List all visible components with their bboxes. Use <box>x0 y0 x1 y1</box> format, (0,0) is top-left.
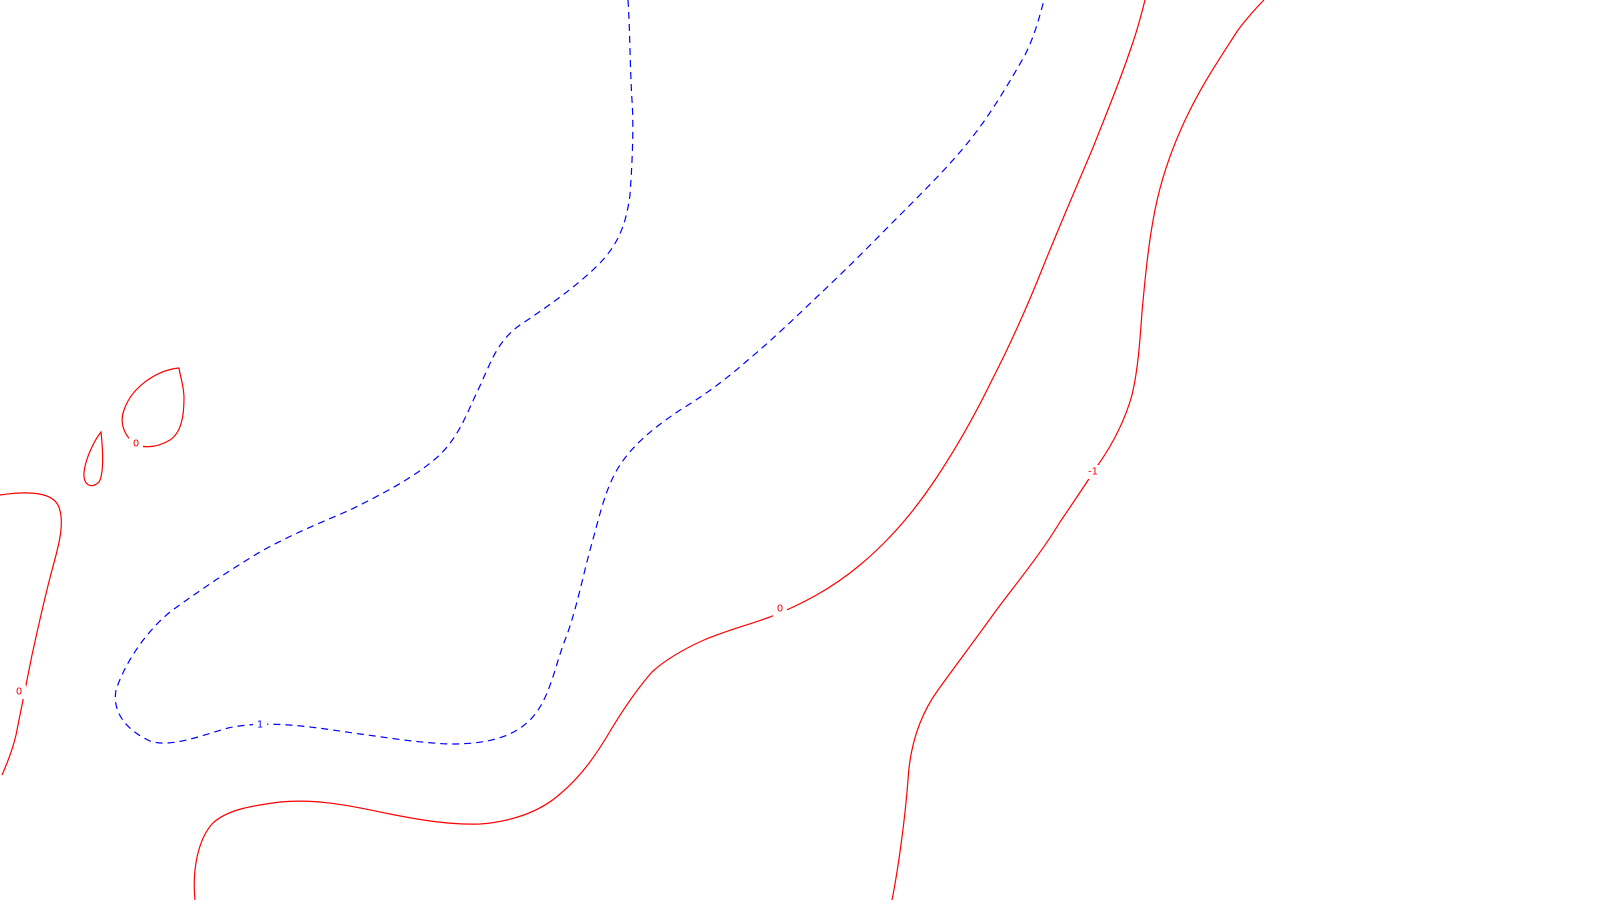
contour-line-red-minus-one <box>891 0 1265 900</box>
contour-label-teardrop-zero: 0 <box>129 437 143 451</box>
contour-label-minus-one: -1 <box>1083 465 1103 479</box>
contour-label-main-zero: 0 <box>773 602 787 616</box>
contour-label-left-zero: 0 <box>12 685 26 699</box>
contour-line-blue-dashed <box>114 0 1045 745</box>
label-text: 0 <box>16 687 22 698</box>
label-text: 1 <box>257 720 263 731</box>
label-text: 0 <box>133 439 139 450</box>
contour-line-red-left-edge <box>0 492 62 776</box>
contour-line-red-teardrop <box>121 367 185 448</box>
contour-line-red-zero-main <box>193 0 1146 900</box>
label-text: -1 <box>1088 467 1098 478</box>
contour-label-blue-one: 1 <box>253 718 267 732</box>
label-text: 0 <box>777 604 783 615</box>
contour-line-red-small-drop <box>83 430 104 487</box>
